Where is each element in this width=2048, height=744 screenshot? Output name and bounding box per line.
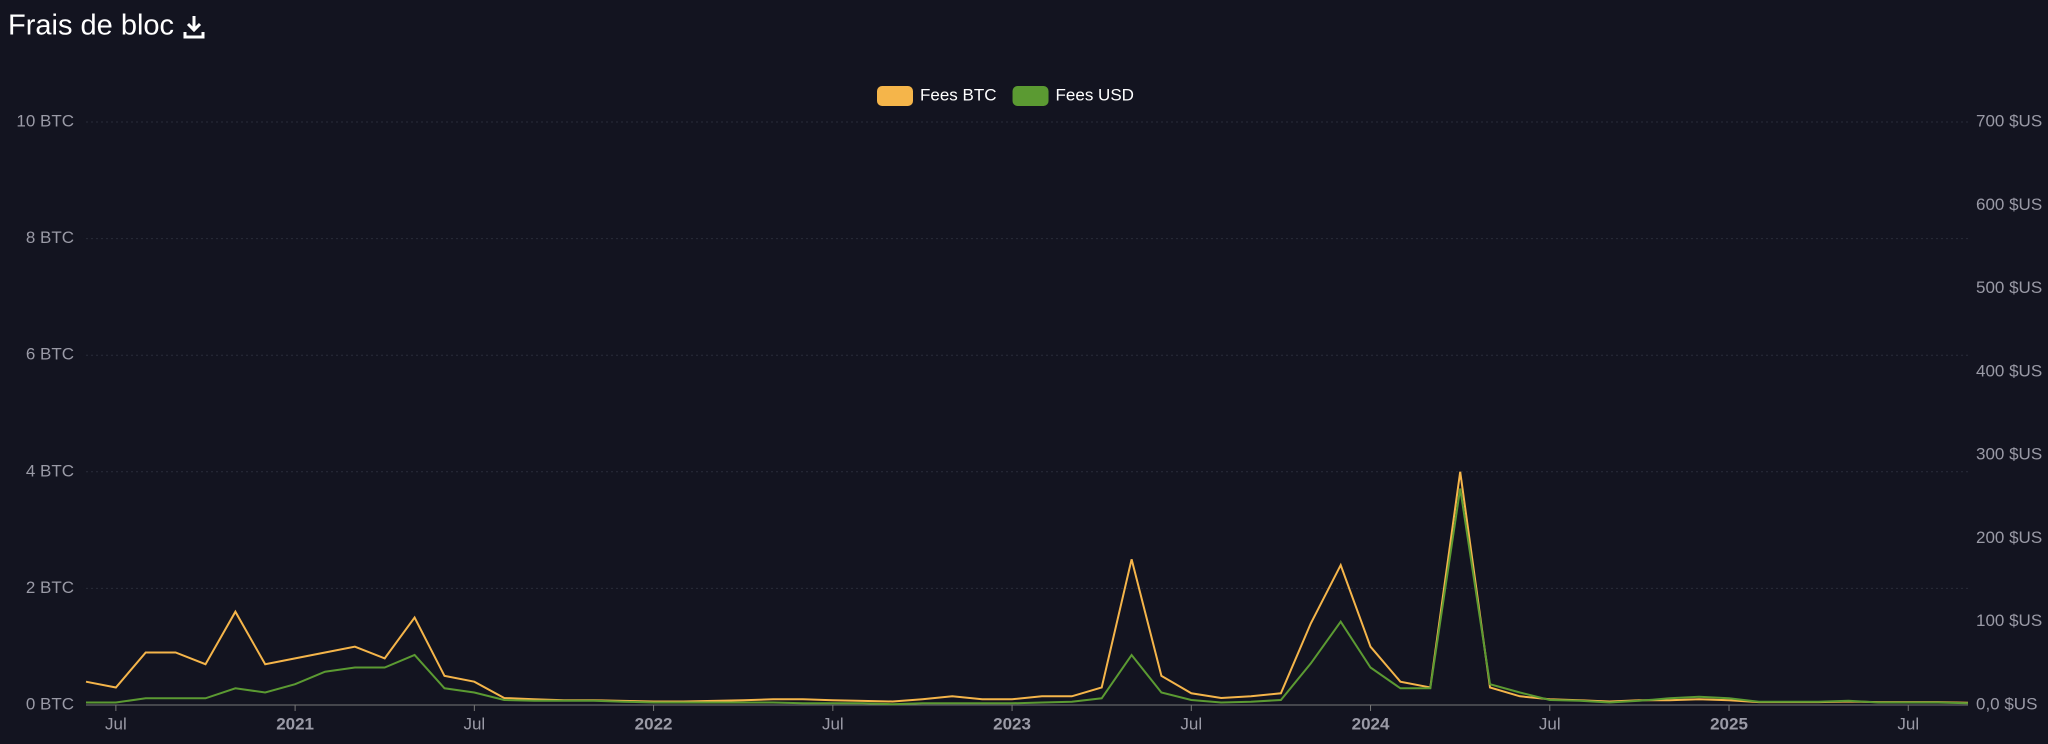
y-tick-label: 10 BTC — [16, 111, 74, 130]
x-tick-label: Jul — [1180, 714, 1202, 733]
y2-tick-label: 100 $US — [1976, 611, 2042, 630]
y-tick-label: 6 BTC — [26, 345, 74, 364]
x-tick-label: 2024 — [1352, 714, 1390, 733]
legend-swatch — [1012, 86, 1049, 106]
y2-tick-label: 300 $US — [1976, 445, 2042, 464]
download-icon[interactable] — [183, 16, 205, 39]
x-tick-label: Jul — [822, 714, 844, 733]
y2-tick-label: 700 $US — [1976, 111, 2042, 130]
x-tick-label: Jul — [463, 714, 485, 733]
x-tick-label: Jul — [1897, 714, 1919, 733]
y2-tick-label: 400 $US — [1976, 361, 2042, 380]
x-tick-label: Jul — [1539, 714, 1561, 733]
y2-tick-label: 0,0 $US — [1976, 694, 2037, 713]
x-tick-label: 2023 — [993, 714, 1031, 733]
y2-tick-label: 200 $US — [1976, 528, 2042, 547]
legend-label: Fees BTC — [920, 85, 997, 104]
x-tick-label: 2022 — [635, 714, 673, 733]
legend-swatch — [877, 86, 913, 106]
y-tick-label: 2 BTC — [26, 578, 74, 597]
y-tick-label: 4 BTC — [26, 461, 74, 480]
y-tick-label: 0 BTC — [26, 694, 74, 713]
y2-tick-label: 600 $US — [1976, 195, 2042, 214]
x-tick-label: 2025 — [1710, 714, 1748, 733]
x-tick-label: 2021 — [276, 714, 314, 733]
y2-tick-label: 500 $US — [1976, 278, 2042, 297]
y-tick-label: 8 BTC — [26, 228, 74, 247]
series-line — [86, 488, 1969, 706]
x-tick-label: Jul — [105, 714, 127, 733]
chart-title: Frais de bloc — [8, 10, 174, 42]
legend-label: Fees USD — [1056, 85, 1134, 104]
